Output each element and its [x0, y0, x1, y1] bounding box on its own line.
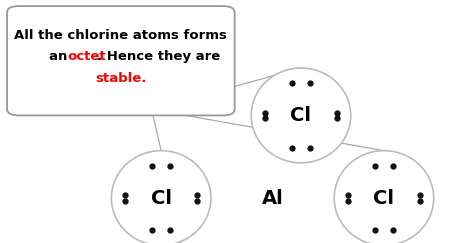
Ellipse shape	[251, 68, 351, 163]
Text: Al: Al	[262, 189, 283, 208]
Text: octet: octet	[67, 50, 106, 63]
Text: All the chlorine atoms forms: All the chlorine atoms forms	[14, 29, 228, 42]
Ellipse shape	[334, 151, 434, 243]
Text: Cl: Cl	[374, 189, 394, 208]
Text: . Hence they are: . Hence they are	[97, 50, 220, 63]
Text: stable.: stable.	[95, 72, 146, 85]
Text: an: an	[49, 50, 72, 63]
Ellipse shape	[111, 151, 211, 243]
Text: Cl: Cl	[151, 189, 172, 208]
FancyBboxPatch shape	[7, 6, 235, 115]
Text: Cl: Cl	[291, 106, 311, 125]
